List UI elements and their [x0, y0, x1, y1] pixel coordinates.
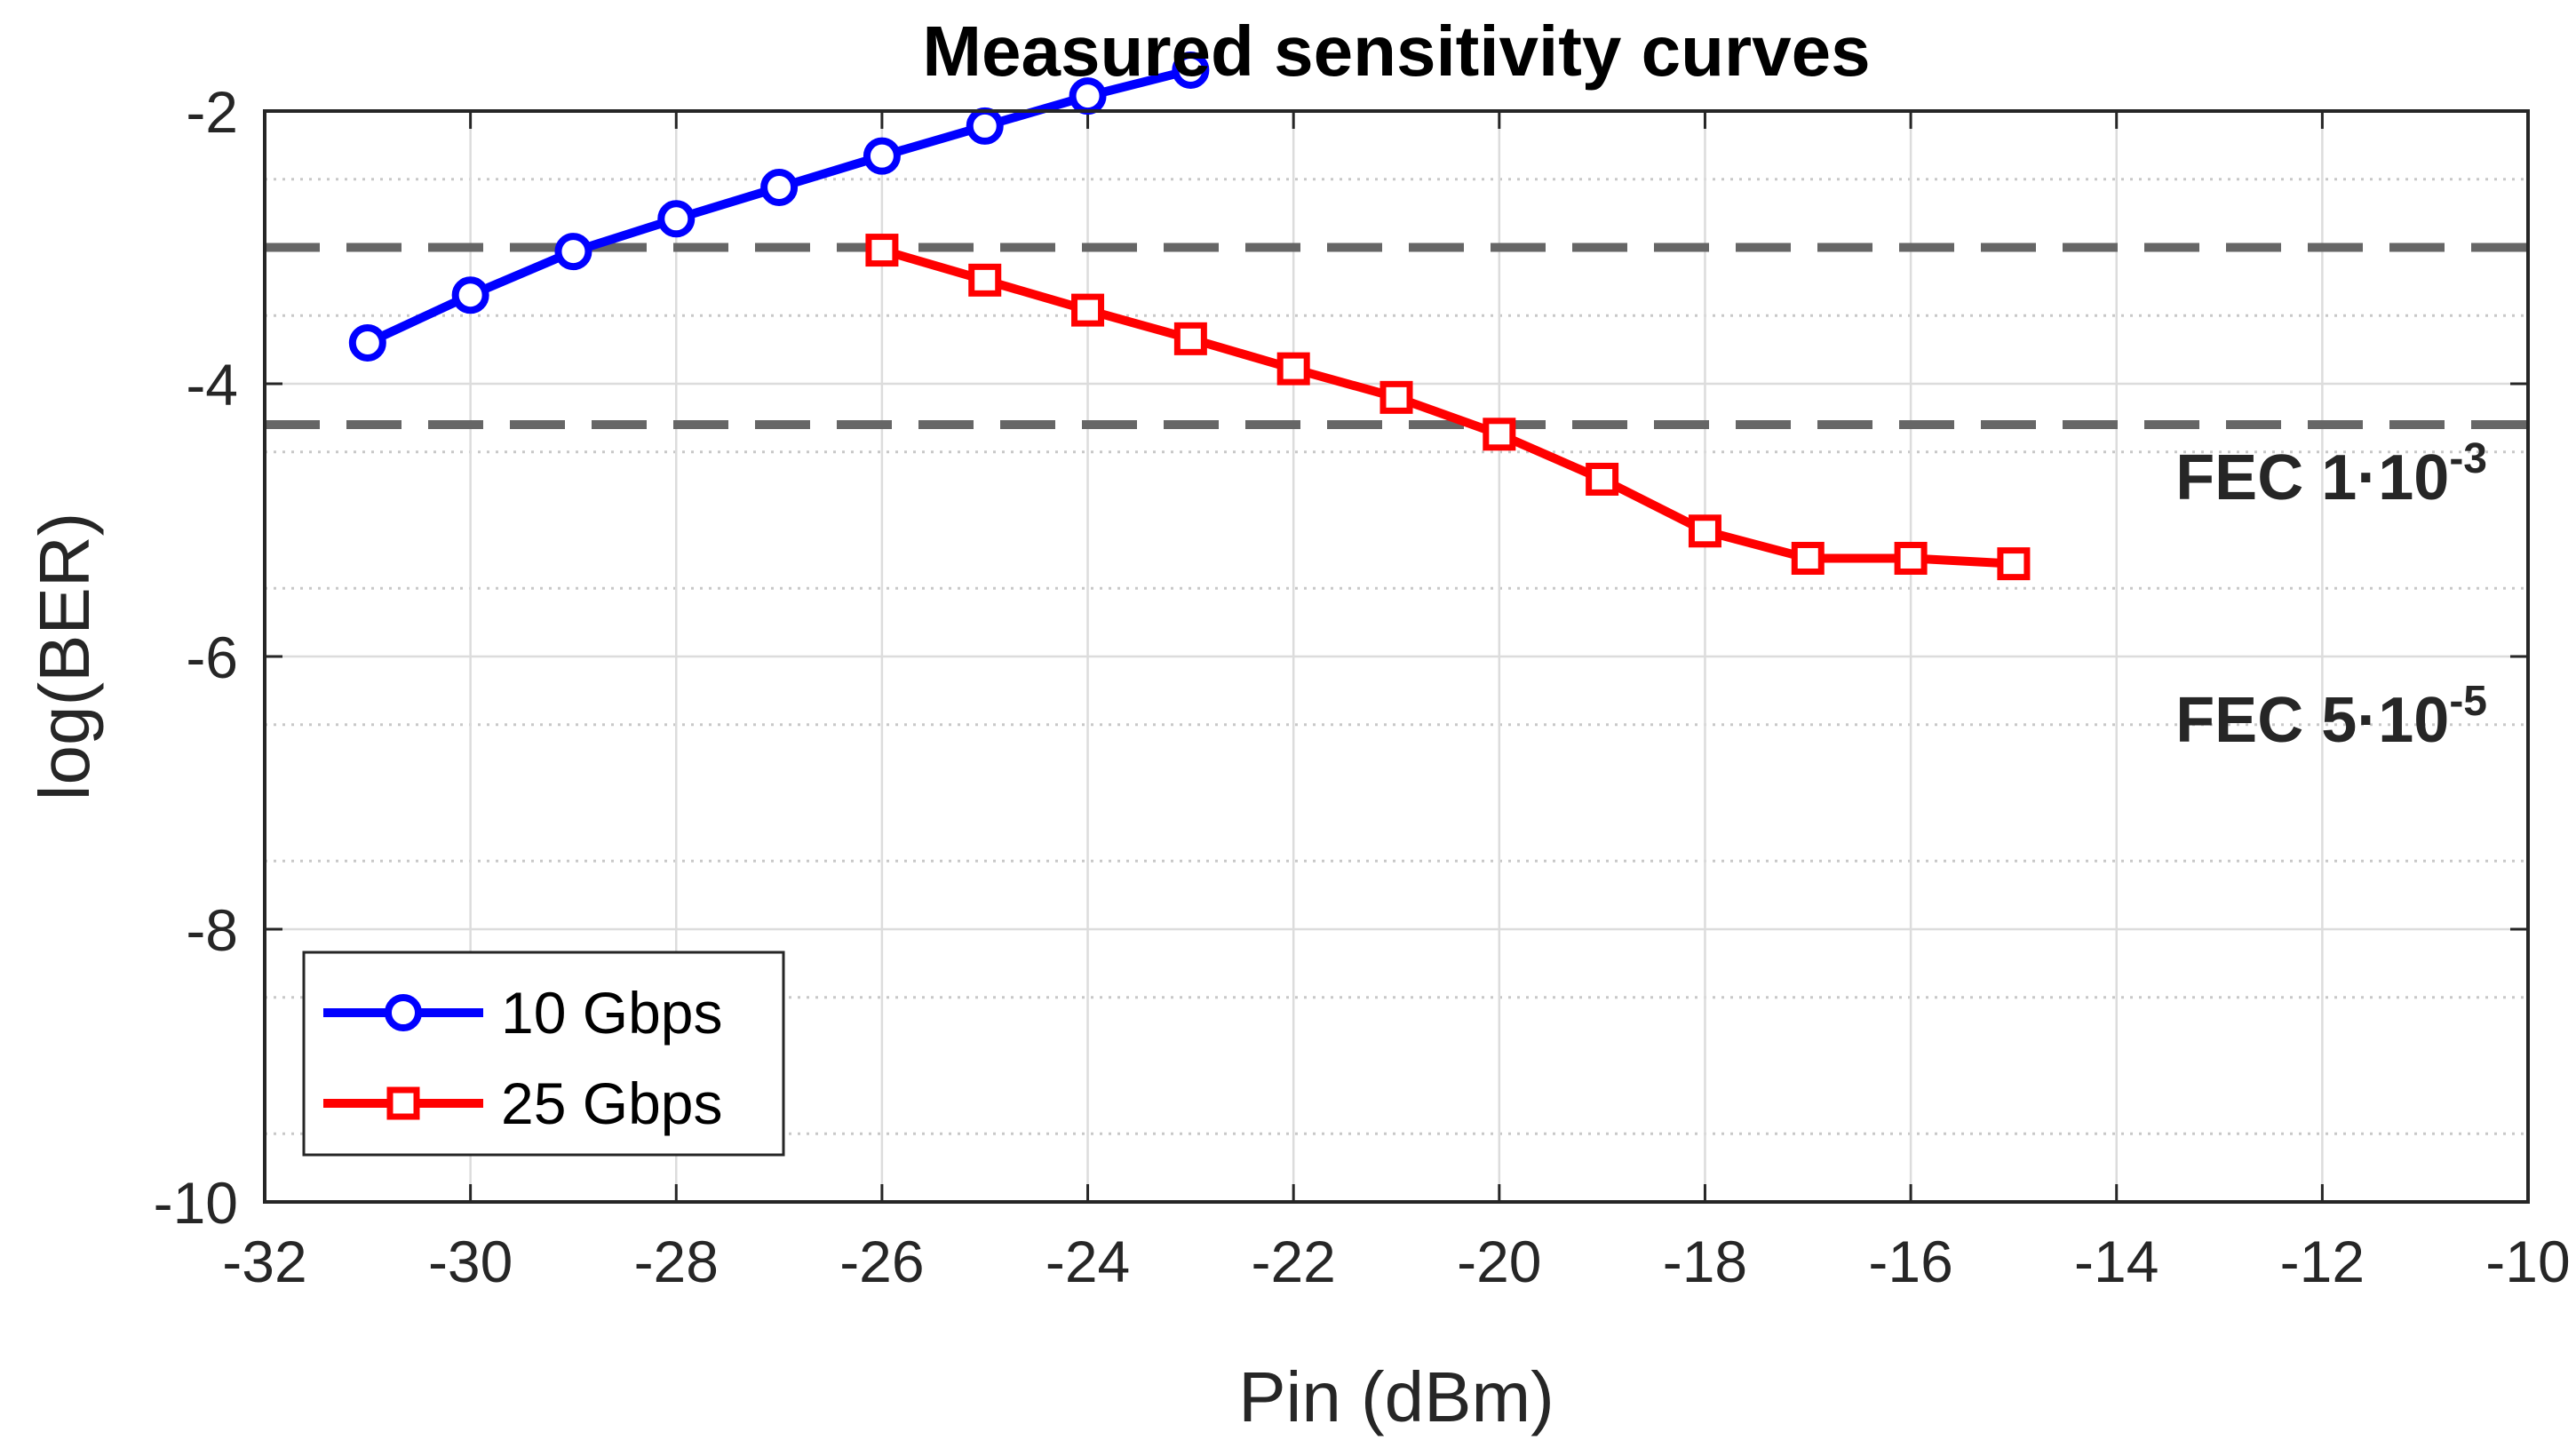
data-point-25gbps: [1894, 541, 1928, 575]
data-point-10gbps: [657, 200, 696, 238]
data-point-25gbps: [1483, 418, 1516, 451]
x-tick-label: -32: [222, 1229, 306, 1294]
data-point-25gbps: [865, 234, 899, 267]
y-tick-label: -6: [186, 625, 238, 690]
series-line-25gbps: [880, 245, 2015, 569]
y-tick-label: -2: [186, 79, 238, 145]
x-tick-label: -14: [2074, 1229, 2159, 1294]
data-point-25gbps: [1791, 541, 1825, 575]
y-axis-label: log(BER): [25, 513, 104, 801]
legend-box: [302, 951, 785, 1157]
tick-labels: -32 -30 -28 -26 -24 -22 -20 -18 -16 -14 -12 -10 -10 -…: [154, 79, 2571, 1294]
fec-label-1e-3: FEC 1·10-3: [2175, 435, 2487, 513]
data-series: [348, 51, 2031, 581]
legend-label-25gbps: 25 Gbps: [501, 1070, 723, 1136]
x-tick-label: -10: [2485, 1229, 2570, 1294]
fec-threshold-lines: [265, 243, 2528, 430]
fec-label-5e-5-exponent: -5: [2449, 678, 2487, 725]
data-point-25gbps: [1997, 547, 2031, 581]
x-tick-label: -12: [2280, 1229, 2365, 1294]
y-tick-label: -10: [154, 1170, 238, 1236]
data-point-25gbps: [1379, 380, 1413, 414]
y-tick-label: -8: [186, 897, 238, 963]
data-point-25gbps: [1586, 462, 1619, 496]
data-point-10gbps: [348, 323, 386, 362]
fec-label-1e-3-exponent: -3: [2449, 435, 2487, 482]
fec-label-5e-5: FEC 5·10-5: [2175, 678, 2487, 756]
data-point-25gbps: [968, 263, 1002, 297]
data-point-10gbps: [760, 168, 799, 206]
legend-marker-25gbps: [386, 1086, 420, 1120]
legend: 10 Gbps 25 Gbps: [302, 951, 785, 1157]
x-axis-label: Pin (dBm): [1238, 1357, 1554, 1436]
data-point-10gbps: [1172, 51, 1210, 89]
legend-label-10gbps: 10 Gbps: [501, 980, 723, 1046]
plot-frame: [263, 109, 2530, 1204]
x-tick-label: -22: [1251, 1229, 1335, 1294]
x-tick-label: -24: [1046, 1229, 1130, 1294]
chart-title: Measured sensitivity curves: [922, 12, 1870, 91]
data-point-10gbps: [554, 233, 592, 271]
data-point-25gbps: [1173, 322, 1207, 355]
x-tick-label: -30: [428, 1229, 513, 1294]
data-point-10gbps: [451, 276, 489, 314]
x-tick-label: -18: [1663, 1229, 1747, 1294]
legend-marker-10gbps: [385, 994, 422, 1031]
fec-label-5e-5-base: FEC 5·10: [2175, 685, 2449, 756]
x-tick-label: -28: [634, 1229, 719, 1294]
x-tick-label: -20: [1457, 1229, 1541, 1294]
data-point-25gbps: [1688, 514, 1721, 548]
x-tick-label: -26: [839, 1229, 924, 1294]
x-tick-label: -16: [1868, 1229, 1952, 1294]
data-point-25gbps: [1276, 352, 1310, 386]
y-tick-label: -4: [186, 352, 238, 418]
fec-label-1e-3-base: FEC 1·10: [2175, 442, 2449, 513]
data-point-10gbps: [863, 137, 901, 175]
grid-lines: [265, 111, 2528, 1202]
data-point-25gbps: [1071, 293, 1105, 327]
data-point-10gbps: [966, 107, 1004, 145]
